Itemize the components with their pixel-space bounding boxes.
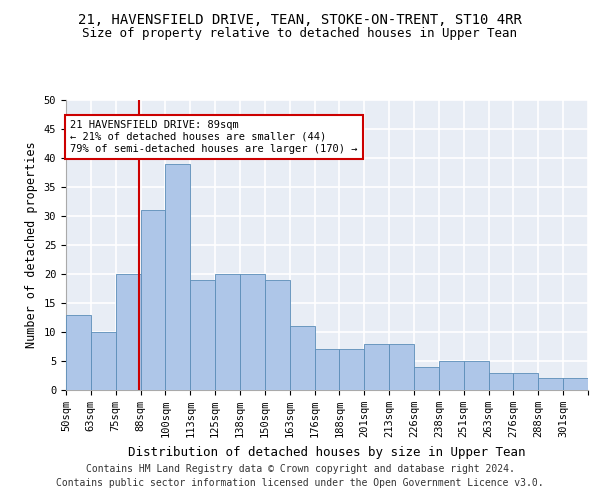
Bar	[290, 326, 314, 390]
Bar	[265, 280, 290, 390]
Bar	[140, 210, 166, 390]
Text: Size of property relative to detached houses in Upper Tean: Size of property relative to detached ho…	[83, 28, 517, 40]
Bar	[563, 378, 588, 390]
Text: 21, HAVENSFIELD DRIVE, TEAN, STOKE-ON-TRENT, ST10 4RR: 21, HAVENSFIELD DRIVE, TEAN, STOKE-ON-TR…	[78, 12, 522, 26]
Bar	[340, 350, 364, 390]
Bar	[488, 372, 514, 390]
Bar	[66, 314, 91, 390]
Bar	[538, 378, 563, 390]
Bar	[389, 344, 414, 390]
Bar	[166, 164, 190, 390]
Bar	[116, 274, 140, 390]
Bar	[91, 332, 116, 390]
Bar	[240, 274, 265, 390]
Y-axis label: Number of detached properties: Number of detached properties	[25, 142, 38, 348]
Bar	[439, 361, 464, 390]
Bar	[190, 280, 215, 390]
Bar	[464, 361, 488, 390]
Text: Contains HM Land Registry data © Crown copyright and database right 2024.
Contai: Contains HM Land Registry data © Crown c…	[56, 464, 544, 487]
Bar	[314, 350, 340, 390]
X-axis label: Distribution of detached houses by size in Upper Tean: Distribution of detached houses by size …	[128, 446, 526, 458]
Bar	[215, 274, 240, 390]
Bar	[514, 372, 538, 390]
Text: 21 HAVENSFIELD DRIVE: 89sqm
← 21% of detached houses are smaller (44)
79% of sem: 21 HAVENSFIELD DRIVE: 89sqm ← 21% of det…	[70, 120, 358, 154]
Bar	[364, 344, 389, 390]
Bar	[414, 367, 439, 390]
